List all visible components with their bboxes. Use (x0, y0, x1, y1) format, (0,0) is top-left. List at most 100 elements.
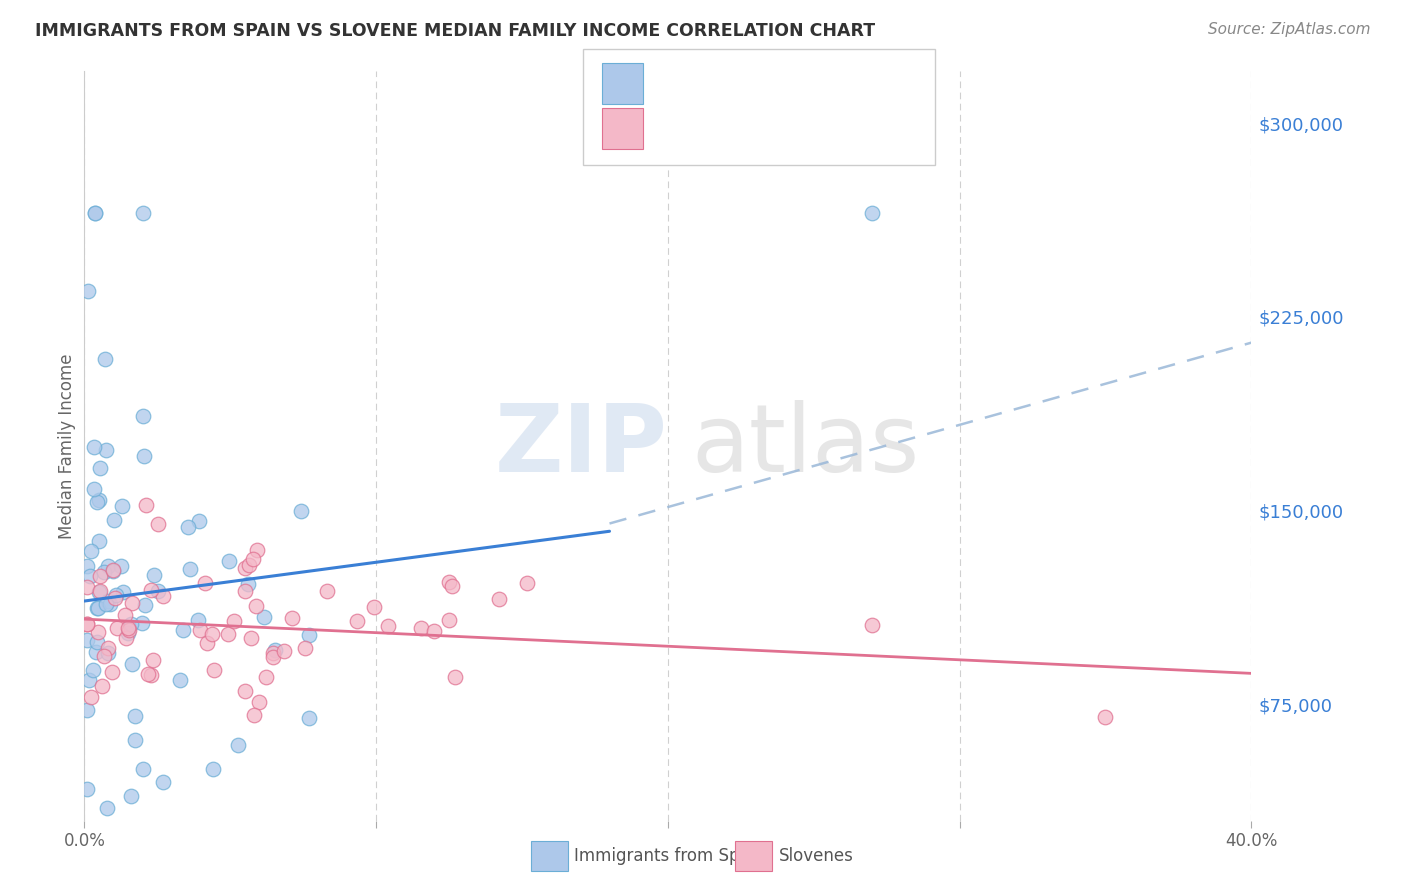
Point (89, 461, 111, 475)
Text: N =: N = (773, 120, 813, 137)
Point (93, 352, 115, 367)
Point (860, 618, 883, 632)
Point (516, 576, 538, 591)
Point (84, 206, 107, 220)
Point (120, 789, 142, 804)
Point (86, 645, 108, 659)
Point (253, 610, 276, 624)
Point (316, 584, 339, 599)
Point (152, 589, 174, 603)
Point (488, 592, 510, 607)
Point (245, 599, 267, 614)
Point (139, 582, 162, 597)
Point (83, 482, 105, 496)
Point (97, 640, 120, 655)
Point (121, 657, 143, 672)
Point (236, 577, 259, 591)
Point (94, 598, 117, 612)
Point (233, 560, 256, 574)
Point (121, 596, 143, 610)
Point (117, 621, 139, 635)
Text: Immigrants from Spain: Immigrants from Spain (574, 847, 765, 865)
Point (439, 575, 461, 590)
Point (146, 516, 169, 531)
Point (83, 441, 105, 455)
Point (141, 668, 163, 682)
Point (97, 646, 120, 660)
Y-axis label: Median Family Income: Median Family Income (58, 353, 76, 539)
Point (101, 565, 124, 579)
Point (82, 663, 104, 677)
Point (443, 670, 465, 684)
Point (80, 690, 103, 705)
Point (86, 635, 108, 649)
Point (101, 563, 124, 577)
Text: N =: N = (773, 75, 813, 93)
Point (76, 617, 98, 632)
Point (177, 520, 200, 534)
Point (87, 533, 110, 548)
Point (297, 628, 319, 642)
Point (96, 443, 118, 458)
Point (273, 644, 295, 658)
Point (239, 631, 262, 645)
Text: R =: R = (650, 120, 689, 137)
Point (86, 601, 108, 615)
Point (179, 562, 201, 576)
Point (860, 206, 883, 220)
Point (290, 504, 312, 518)
Point (363, 600, 385, 615)
Point (104, 591, 127, 605)
Point (346, 615, 368, 629)
Point (262, 649, 284, 664)
Point (76, 558, 98, 573)
Point (136, 666, 159, 681)
Point (97, 558, 120, 573)
Point (76, 632, 98, 647)
Point (89, 568, 111, 582)
Point (77, 673, 100, 688)
Point (377, 619, 399, 633)
Point (202, 663, 225, 677)
Point (107, 621, 129, 635)
Point (76, 782, 98, 797)
Text: -0.193: -0.193 (697, 120, 755, 137)
Point (187, 613, 209, 627)
Point (77, 284, 100, 298)
Point (201, 627, 224, 641)
Point (228, 738, 250, 752)
Text: Slovenes: Slovenes (779, 847, 853, 865)
Point (409, 621, 432, 635)
Text: R =: R = (650, 75, 689, 93)
Point (152, 775, 174, 789)
Point (242, 552, 264, 566)
Point (132, 762, 155, 776)
Point (76, 703, 98, 717)
Point (124, 708, 146, 723)
Point (246, 543, 269, 558)
Point (247, 695, 270, 709)
Point (188, 623, 211, 637)
Point (101, 665, 124, 679)
Text: IMMIGRANTS FROM SPAIN VS SLOVENE MEDIAN FAMILY INCOME CORRELATION CHART: IMMIGRANTS FROM SPAIN VS SLOVENE MEDIAN … (35, 22, 876, 40)
Point (217, 626, 239, 640)
Point (93, 565, 115, 579)
Point (84, 206, 107, 220)
Point (423, 624, 446, 638)
Point (142, 653, 165, 667)
Point (238, 558, 260, 573)
Point (202, 762, 225, 776)
Point (87, 585, 110, 599)
Point (235, 584, 257, 599)
Point (132, 206, 155, 220)
Point (121, 617, 143, 632)
Point (97, 593, 120, 607)
Point (440, 579, 463, 593)
Text: ZIP: ZIP (495, 400, 668, 492)
Point (148, 584, 170, 599)
Point (218, 554, 240, 568)
Point (79, 568, 101, 582)
Point (89, 584, 111, 599)
Point (132, 409, 155, 423)
Point (124, 733, 146, 747)
